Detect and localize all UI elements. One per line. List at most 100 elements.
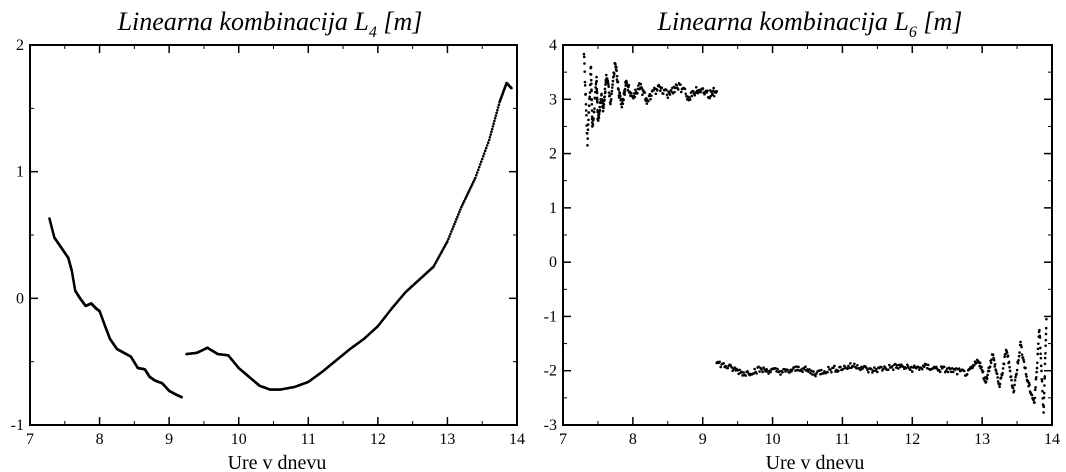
x-tick-label-right: 9 (699, 431, 707, 448)
data-point (467, 191, 470, 194)
data-point (820, 368, 823, 372)
data-point (466, 193, 469, 196)
data-point (797, 365, 800, 369)
data-point (469, 185, 473, 188)
data-point (694, 85, 698, 89)
data-point (865, 366, 868, 370)
data-point (987, 369, 991, 373)
data-point (938, 370, 942, 374)
data-point (1039, 352, 1042, 356)
data-point (457, 213, 460, 216)
y-tick-label-right: 2 (549, 146, 557, 163)
data-point (872, 369, 875, 373)
plot-frame-left (29, 44, 518, 426)
data-point (989, 361, 993, 365)
data-point (1036, 361, 1039, 365)
data-point (587, 104, 591, 108)
data-point (180, 395, 183, 399)
data-point (486, 141, 490, 145)
data-point (1018, 351, 1021, 354)
data-point (1013, 379, 1017, 382)
data-point (740, 370, 743, 374)
data-point (962, 369, 966, 373)
x-tick-label-right: 12 (904, 431, 920, 448)
data-point (733, 366, 736, 369)
data-point (875, 368, 878, 371)
data-point (847, 364, 850, 368)
data-point (779, 373, 782, 376)
x-axis-label-left: Ure v dnevu (228, 452, 327, 472)
data-point (607, 85, 611, 88)
data-point (1044, 326, 1048, 330)
data-point (587, 111, 591, 114)
title-main-left: Linearna kombinacija L (117, 7, 369, 36)
data-point (482, 152, 486, 155)
data-point (708, 96, 711, 100)
data-point (1038, 336, 1042, 339)
x-tick-label-left: 13 (439, 431, 455, 448)
data-point (990, 358, 993, 361)
data-point (800, 368, 803, 371)
data-point (1033, 401, 1036, 404)
data-point (615, 74, 619, 78)
data-point (810, 369, 813, 373)
data-point (623, 90, 627, 94)
data-point (812, 370, 815, 373)
data-point (1001, 371, 1004, 375)
data-point (471, 180, 475, 184)
data-point (769, 370, 772, 374)
data-point (742, 371, 745, 374)
data-point (722, 361, 725, 365)
data-point (1010, 378, 1013, 382)
data-point (758, 370, 761, 373)
data-point (492, 122, 495, 126)
data-point (595, 98, 599, 102)
data-point (603, 98, 606, 102)
data-point (627, 85, 630, 89)
data-point (1034, 375, 1038, 379)
data-point (908, 368, 912, 372)
data-point (656, 89, 659, 92)
data-point (897, 367, 900, 370)
data-point (826, 370, 829, 374)
data-point (615, 69, 618, 73)
data-point (757, 365, 760, 369)
data-point (917, 368, 921, 371)
data-point (596, 101, 599, 104)
data-point (454, 220, 457, 224)
data-point (965, 372, 969, 376)
data-point (788, 371, 791, 374)
data-point (589, 66, 593, 69)
data-point (922, 365, 926, 369)
data-point (795, 365, 798, 368)
data-point (693, 94, 697, 97)
data-point (598, 105, 601, 109)
data-point (945, 367, 949, 370)
data-point (477, 165, 481, 169)
data-point (794, 369, 797, 372)
data-point (590, 109, 594, 112)
data-point (1044, 344, 1047, 347)
data-point (701, 87, 705, 90)
data-point (1015, 372, 1018, 376)
data-point (586, 123, 590, 126)
data-point (1008, 369, 1012, 373)
data-point (458, 210, 461, 214)
data-point (924, 363, 928, 366)
data-point (972, 364, 976, 367)
data-point (455, 218, 458, 221)
x-axis-label-right: Ure v dnevu (766, 452, 865, 472)
x-tick-label-right: 7 (559, 431, 567, 448)
data-point (621, 102, 625, 106)
data-point (597, 112, 601, 116)
data-point (910, 370, 914, 373)
data-point (703, 92, 706, 96)
data-point (1001, 367, 1005, 370)
data-point (793, 365, 796, 369)
data-point (593, 107, 596, 110)
data-point (993, 365, 996, 368)
data-point (1040, 369, 1043, 373)
data-point (495, 111, 498, 115)
data-point (796, 368, 799, 372)
data-point (460, 205, 463, 209)
